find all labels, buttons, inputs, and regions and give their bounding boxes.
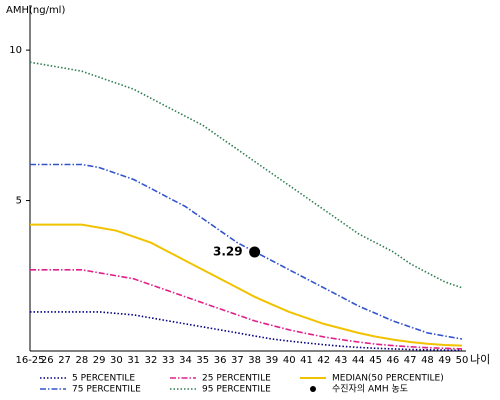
x-tick-label: 38 <box>248 355 261 366</box>
x-tick-label: 33 <box>162 355 175 366</box>
legend-label: 수진자의 AMH 농도 <box>332 384 408 395</box>
x-tick-label: 41 <box>300 355 313 366</box>
x-tick-label: 34 <box>179 355 192 366</box>
legend-label: MEDIAN(50 PERCENTILE) <box>332 374 444 384</box>
y-tick-label: 10 <box>9 45 22 56</box>
x-tick-label: 26 <box>41 355 54 366</box>
series-line <box>29 61 463 289</box>
x-tick-label: 37 <box>231 355 244 366</box>
x-tick-label: 36 <box>214 355 227 366</box>
series-line <box>30 268 463 350</box>
x-tick-label: 28 <box>75 355 88 366</box>
x-tick-label: 50 <box>456 355 469 366</box>
x-tick-label: 45 <box>369 355 382 366</box>
x-tick-label: 49 <box>438 355 451 366</box>
x-tick-label: 29 <box>93 355 106 366</box>
x-tick-label: 44 <box>352 355 365 366</box>
x-tick-label: 16-25 <box>15 355 44 366</box>
patient-point <box>249 246 261 258</box>
x-tick-label: 32 <box>145 355 158 366</box>
legend-label: 95 PERCENTILE <box>202 385 271 395</box>
series-line <box>30 163 463 340</box>
x-tick-label: 43 <box>335 355 348 366</box>
x-tick-label: 30 <box>110 355 123 366</box>
x-tick-label: 27 <box>58 355 71 366</box>
x-tick-label: 48 <box>421 355 434 366</box>
patient-label: 3.29 <box>213 245 243 259</box>
legend-marker <box>310 386 316 392</box>
x-tick-label: 39 <box>266 355 279 366</box>
x-tick-label: 35 <box>196 355 209 366</box>
legend-label: 5 PERCENTILE <box>72 374 135 384</box>
y-tick-label: 5 <box>16 196 22 207</box>
series-line <box>30 311 463 352</box>
legend-label: 75 PERCENTILE <box>72 385 141 395</box>
x-axis-label: 나이 <box>470 353 490 366</box>
series-line <box>30 223 463 347</box>
legend-label: 25 PERCENTILE <box>202 374 271 384</box>
x-tick-label: 31 <box>127 355 140 366</box>
x-tick-label: 47 <box>404 355 417 366</box>
x-tick-label: 42 <box>317 355 330 366</box>
x-tick-label: 46 <box>387 355 400 366</box>
x-tick-label: 40 <box>283 355 296 366</box>
y-axis-label: AMH(ng/ml) <box>6 5 65 16</box>
